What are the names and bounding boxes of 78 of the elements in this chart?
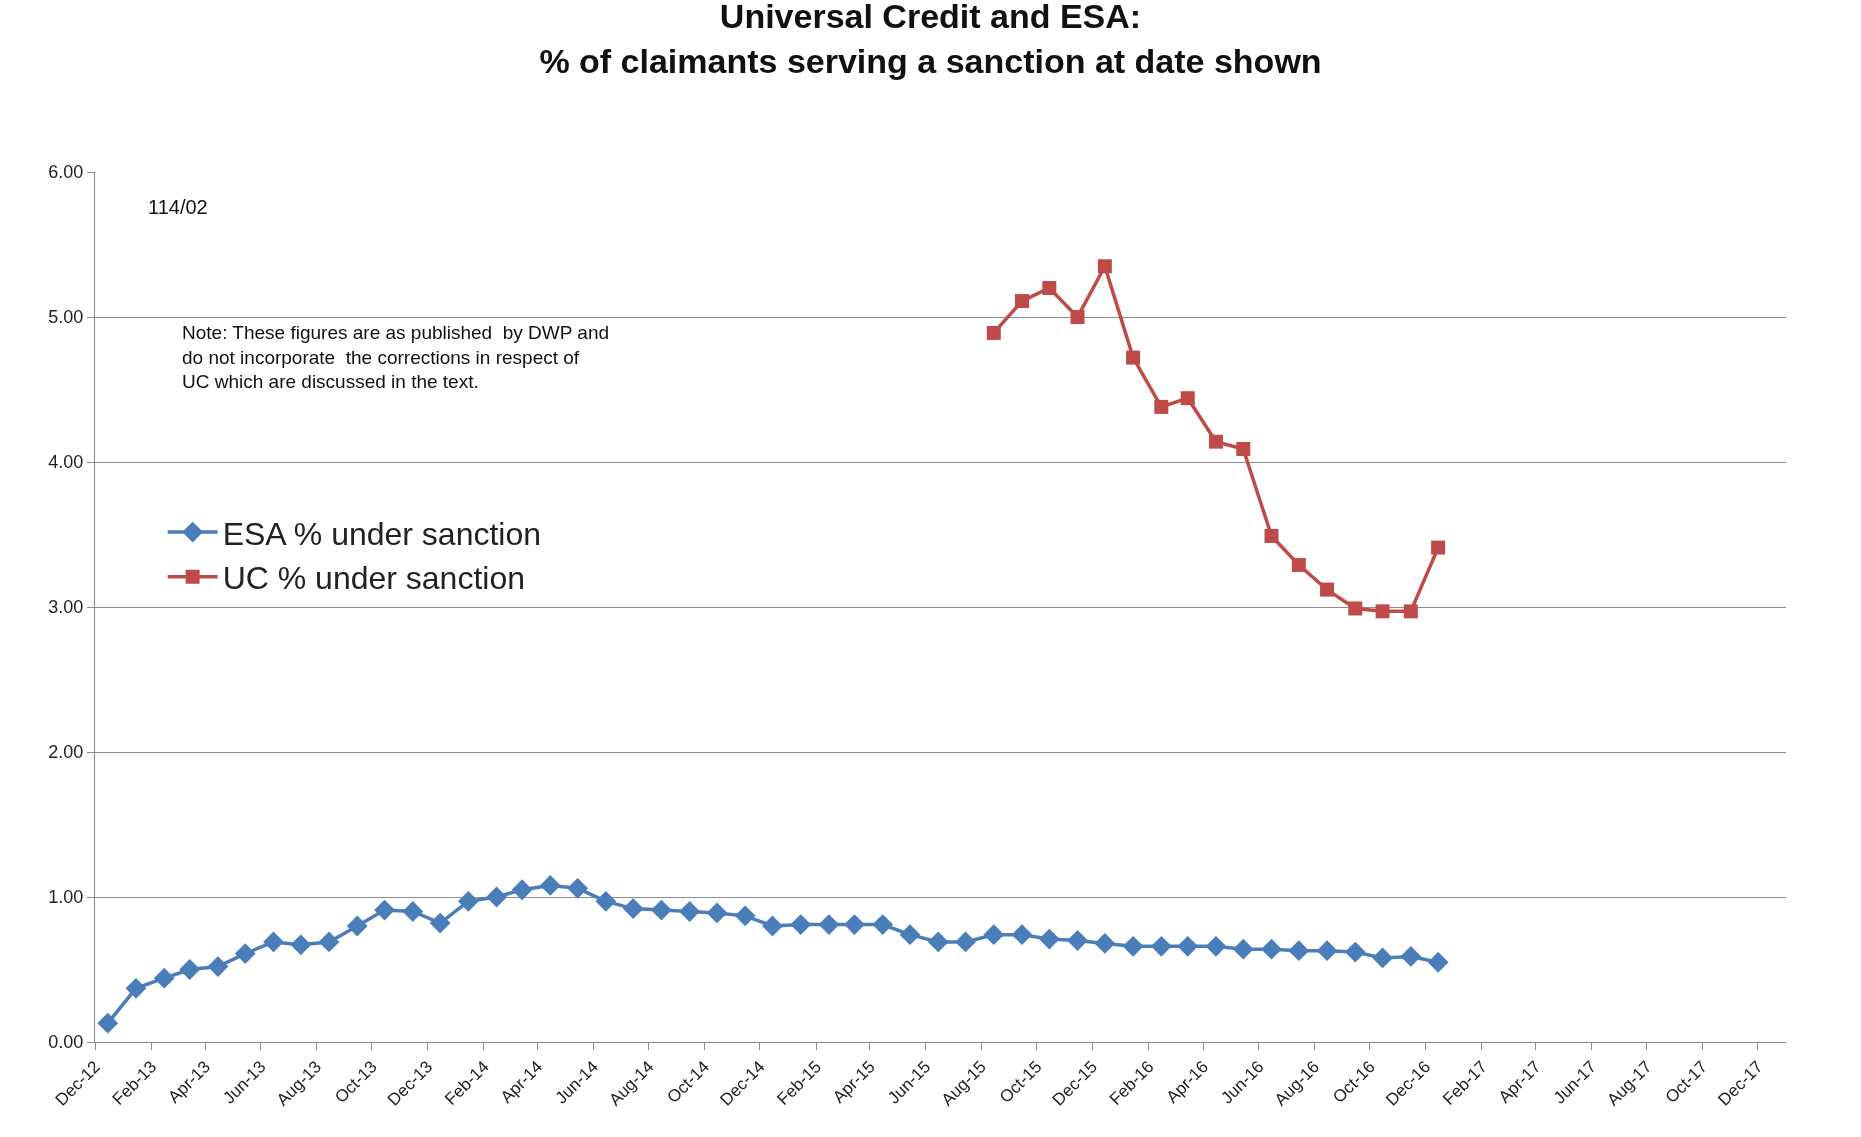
- point: [1236, 441, 1251, 456]
- point: [125, 977, 147, 999]
- point: [511, 879, 533, 901]
- point: [1375, 604, 1390, 619]
- point: [1320, 582, 1335, 597]
- point: [567, 877, 589, 899]
- point: [1122, 935, 1144, 957]
- point: [1177, 935, 1199, 957]
- point: [1011, 924, 1033, 946]
- point: [790, 914, 812, 935]
- y-tick-label: 4.00: [48, 452, 84, 473]
- point: [1015, 294, 1029, 309]
- point: [318, 931, 340, 953]
- point: [1150, 935, 1172, 957]
- point: [706, 902, 728, 924]
- point: [1208, 434, 1223, 449]
- point: [955, 931, 976, 953]
- point: [1403, 604, 1418, 619]
- point: [1431, 540, 1446, 555]
- point: [97, 1012, 119, 1034]
- point: [595, 890, 617, 912]
- y-tick-label: 0.00: [48, 1032, 84, 1053]
- point: [153, 967, 175, 989]
- point: [1372, 947, 1393, 969]
- point: [986, 325, 1001, 340]
- y-tick-label: 5.00: [48, 307, 84, 328]
- point: [1400, 946, 1422, 967]
- point: [762, 915, 783, 937]
- legend-label: UC % under sanction: [222, 560, 526, 597]
- point: [1232, 938, 1254, 960]
- point: [844, 914, 865, 935]
- y-tick-label: 3.00: [48, 597, 84, 618]
- point: [234, 943, 256, 964]
- point: [1291, 557, 1306, 572]
- point: [486, 886, 507, 908]
- point: [622, 898, 644, 919]
- point: [1205, 935, 1227, 957]
- point: [290, 934, 312, 956]
- point: [429, 912, 451, 934]
- annotation: 114/02: [148, 196, 208, 218]
- point: [1154, 399, 1169, 414]
- point: [679, 901, 701, 922]
- legend-label: ESA % under sanction: [222, 515, 542, 552]
- point: [1344, 941, 1366, 963]
- point: [1097, 259, 1112, 274]
- point: [402, 901, 424, 922]
- point: [1261, 938, 1282, 960]
- point: [872, 914, 894, 935]
- point: [983, 924, 1005, 946]
- point: [1126, 350, 1141, 365]
- chart-title: Universal Credit and ESA: % of claimants serving a sanction at date shown: [539, 0, 1322, 80]
- point: [263, 931, 284, 953]
- point: [346, 915, 368, 937]
- point: [1042, 281, 1057, 295]
- point: [1180, 391, 1195, 406]
- point: [899, 924, 921, 946]
- point: [818, 914, 840, 935]
- point: [457, 890, 479, 912]
- point: [1067, 930, 1088, 951]
- point: [651, 899, 672, 921]
- annotation: Note: These figures are as published by DWP and do not incorporate the corrections in respect of UC which are discussed in the text.: [182, 322, 610, 393]
- y-tick-label: 2.00: [48, 742, 84, 763]
- y-tick-label: 1.00: [48, 887, 84, 908]
- point: [1070, 310, 1085, 324]
- point: [1038, 928, 1060, 950]
- point: [1264, 528, 1279, 543]
- point: [1348, 601, 1363, 616]
- point: [374, 899, 395, 921]
- point: [927, 931, 949, 953]
- y-tick-label: 6.00: [48, 162, 84, 183]
- point: [179, 959, 201, 980]
- point: [1094, 933, 1116, 954]
- point: [1427, 951, 1449, 973]
- point: [1316, 940, 1338, 962]
- point: [539, 875, 561, 896]
- point: [734, 905, 756, 927]
- point: [1288, 940, 1310, 962]
- point: [207, 956, 229, 977]
